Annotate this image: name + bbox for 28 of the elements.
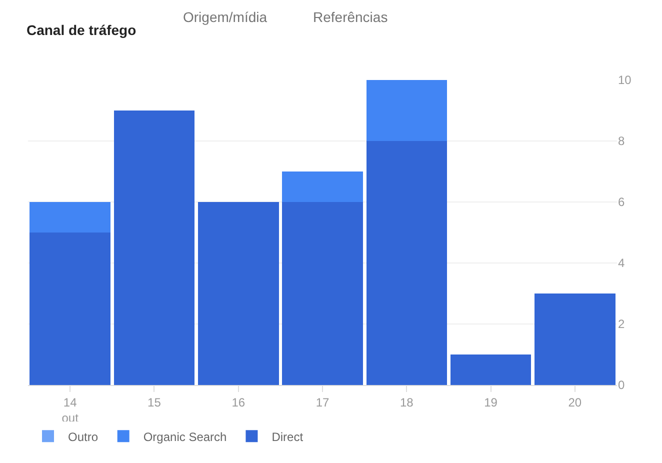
legend-label: Organic Search [143, 430, 227, 444]
bar [30, 202, 110, 232]
legend-label: Direct [272, 430, 304, 444]
y-tick-label: 10 [618, 73, 632, 88]
text: Origem/mídia [183, 9, 268, 25]
bar [114, 110, 195, 385]
bar [30, 232, 110, 385]
x-tick-label: 17 [316, 395, 330, 410]
x-tick-label: 15 [148, 395, 162, 410]
bar [198, 202, 279, 385]
bar [366, 80, 448, 141]
legend-label: Outro [68, 430, 98, 444]
y-tick-label: 0 [618, 378, 625, 392]
x-tick-label: 18 [400, 395, 414, 410]
x-tick-label: 19 [484, 395, 498, 410]
y-tick-label: 6 [618, 195, 625, 210]
bar [282, 172, 363, 202]
y-tick-label: 4 [618, 256, 625, 270]
bar [366, 141, 448, 385]
x-tick-label: 20 [568, 395, 582, 410]
chart-title: Canal de tráfego [26, 22, 136, 38]
text: Referências [313, 9, 388, 25]
x-tick-label: 16 [232, 395, 246, 410]
y-tick-label: 8 [618, 134, 625, 148]
bar [450, 354, 532, 385]
bar [282, 202, 363, 385]
bar [534, 294, 616, 385]
y-tick-label: 2 [618, 317, 625, 332]
